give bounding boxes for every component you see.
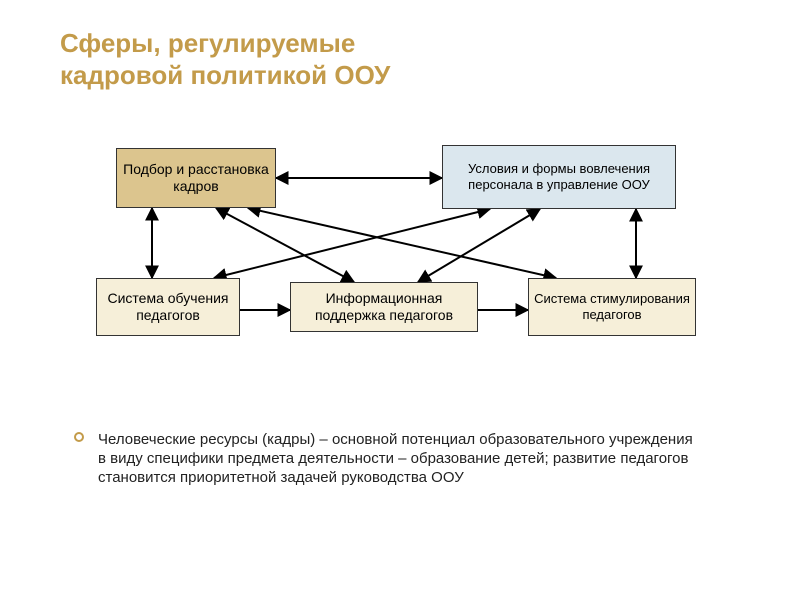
edge-n1-n4 bbox=[216, 208, 354, 282]
node-n4: Информационная поддержка педагогов bbox=[290, 282, 478, 332]
node-n3: Система обучения педагогов bbox=[96, 278, 240, 336]
edge-n1-n5 bbox=[248, 208, 556, 278]
bullet-icon bbox=[74, 432, 84, 442]
bullet-text: Человеческие ресурсы (кадры) – основной … bbox=[98, 430, 700, 488]
edge-n2-n4 bbox=[418, 209, 540, 282]
node-n2: Условия и формы вовлечения персонала в у… bbox=[442, 145, 676, 209]
node-n1: Подбор и расстановка кадров bbox=[116, 148, 276, 208]
edge-n2-n3 bbox=[214, 209, 490, 278]
node-n5: Система стимулирования педагогов bbox=[528, 278, 696, 336]
flowchart: Подбор и расстановка кадров Условия и фор… bbox=[0, 0, 800, 600]
